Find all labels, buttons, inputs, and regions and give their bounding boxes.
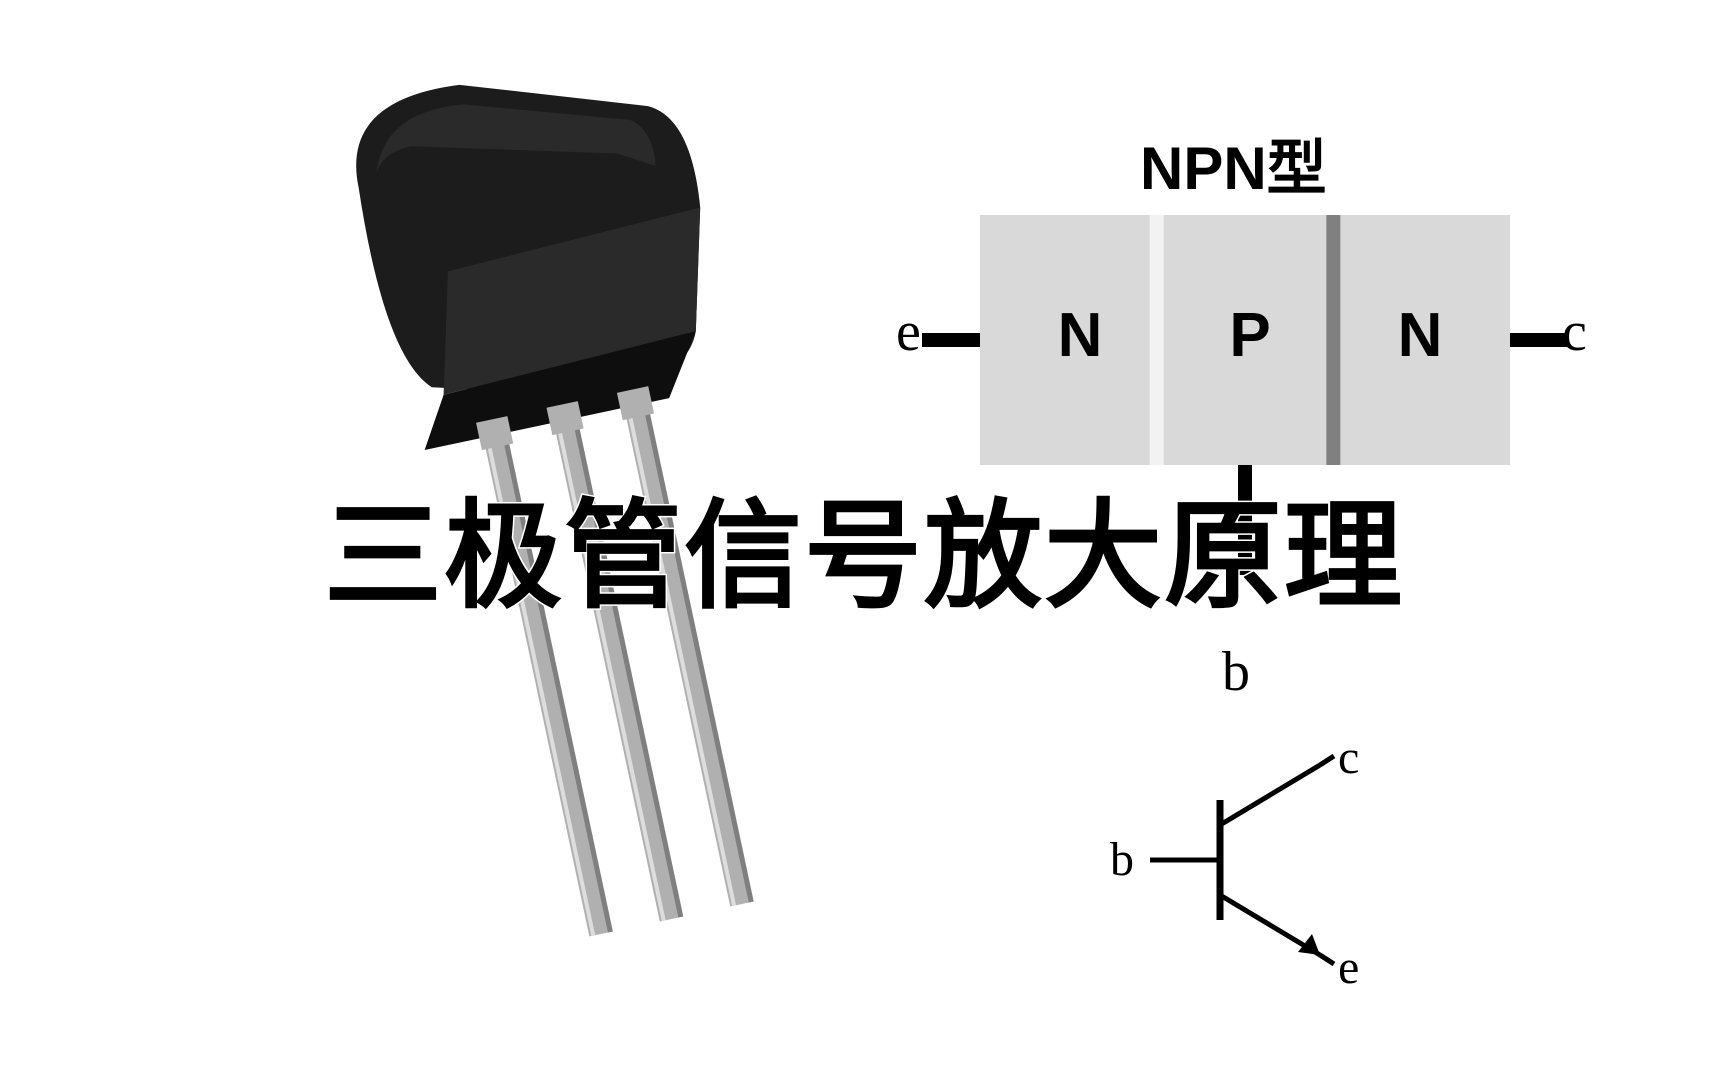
transistor-symbol (1110, 730, 1410, 1010)
collector-label-c: c (1562, 300, 1587, 364)
symbol-c-label: c (1338, 730, 1359, 785)
region-p: P (1200, 300, 1300, 371)
region-n2: N (1370, 300, 1470, 371)
region-n1: N (1030, 300, 1130, 371)
main-title: 三极管信号放大原理 (0, 460, 1728, 631)
base-label-b: b (1222, 640, 1250, 704)
symbol-b-label: b (1110, 832, 1134, 887)
symbol-e-label: e (1338, 940, 1359, 995)
stage: NPN型 e c b N P N b c e 三极管信号放大原理 (0, 0, 1728, 1080)
emitter-label-e: e (896, 300, 921, 364)
